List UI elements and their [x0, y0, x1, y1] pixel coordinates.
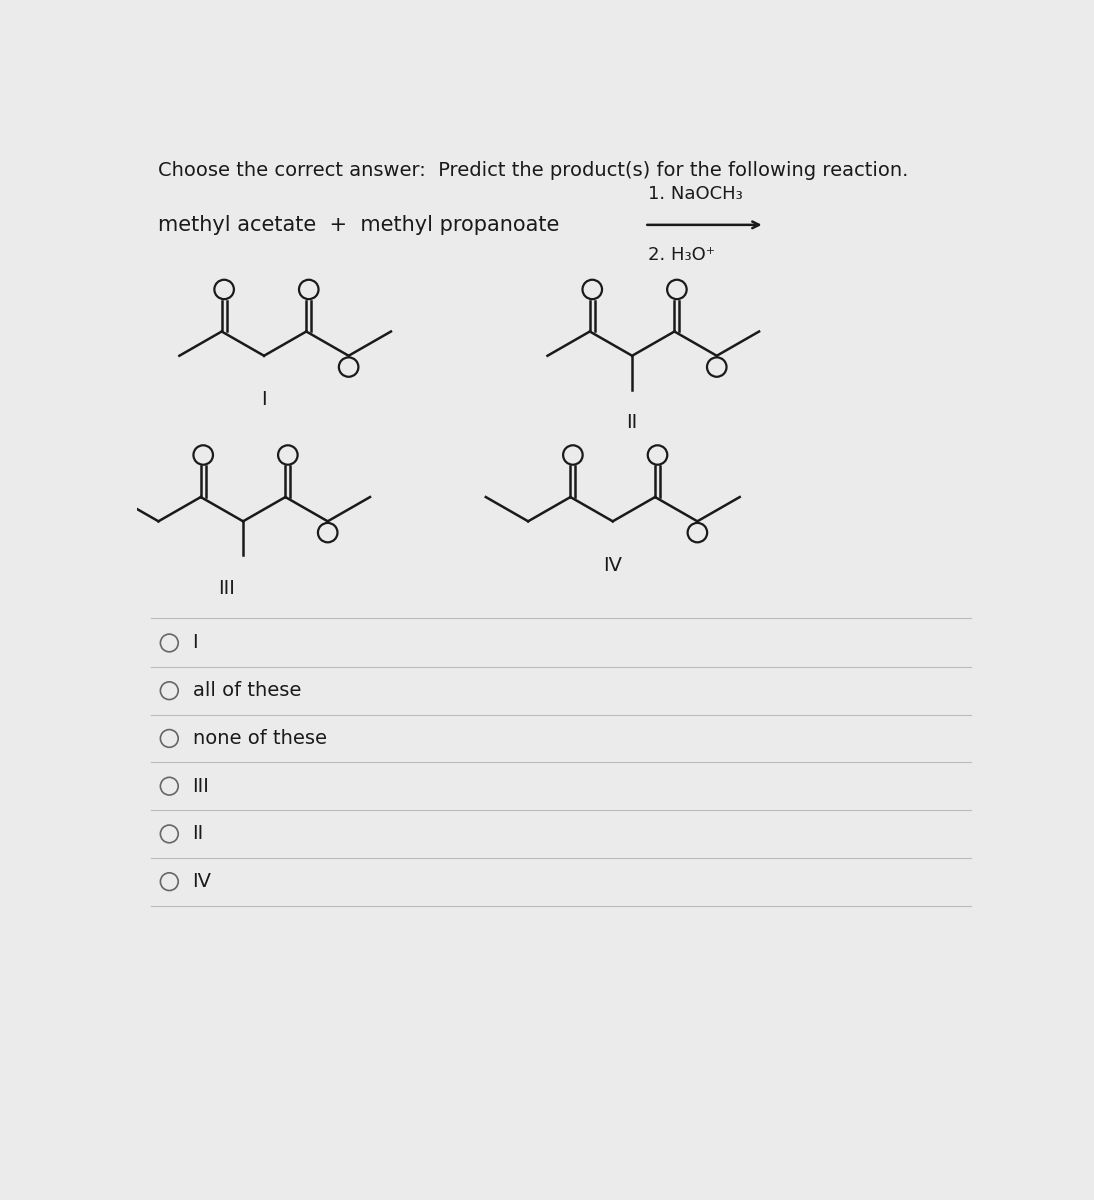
Text: II: II: [193, 824, 203, 844]
Text: IV: IV: [193, 872, 211, 892]
Text: III: III: [193, 776, 209, 796]
Text: Choose the correct answer:  Predict the product(s) for the following reaction.: Choose the correct answer: Predict the p…: [159, 161, 909, 180]
Text: I: I: [193, 634, 198, 653]
Text: III: III: [218, 580, 234, 598]
Text: 2. H₃O⁺: 2. H₃O⁺: [649, 246, 715, 264]
Text: 1. NaOCH₃: 1. NaOCH₃: [649, 185, 743, 203]
Text: all of these: all of these: [193, 682, 301, 701]
Text: methyl acetate  +  methyl propanoate: methyl acetate + methyl propanoate: [159, 215, 560, 235]
Text: II: II: [627, 414, 638, 432]
Text: I: I: [261, 390, 267, 409]
Text: IV: IV: [603, 556, 622, 575]
Text: none of these: none of these: [193, 728, 326, 748]
